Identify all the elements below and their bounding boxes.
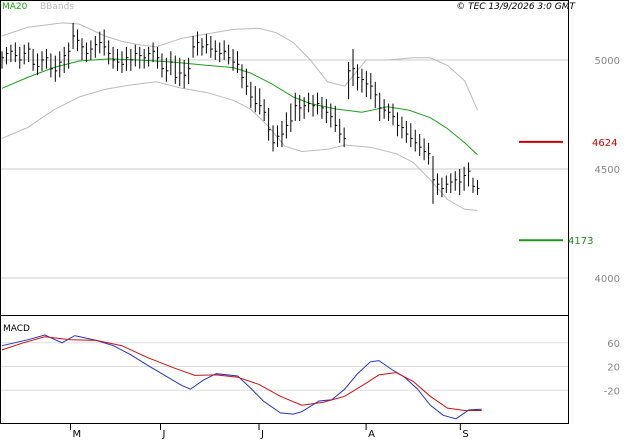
macd-line bbox=[1, 334, 482, 420]
macd-label: MACD bbox=[3, 324, 30, 334]
price-gridlines bbox=[1, 59, 568, 279]
level-label: 4173 bbox=[568, 236, 593, 247]
price-tick-label: 5000 bbox=[595, 56, 620, 67]
signal-line bbox=[1, 336, 482, 411]
bollinger-bands bbox=[1, 22, 478, 211]
x-tick-label: S bbox=[462, 429, 468, 440]
price-y-axis: 4000 4500 5000 bbox=[595, 56, 620, 285]
x-tick-label: J bbox=[260, 429, 264, 440]
macd-tick-label: -20 bbox=[604, 386, 620, 397]
level-label: 4624 bbox=[592, 138, 617, 149]
legend-ma20: MA20 bbox=[2, 2, 28, 12]
x-tick-label: A bbox=[368, 429, 375, 440]
bb-upper-line bbox=[1, 22, 478, 111]
price-levels: 4624 4173 bbox=[519, 138, 617, 247]
copyright-text: © TEC 13/9/2026 3:0 GMT bbox=[456, 2, 576, 12]
macd-gridlines bbox=[1, 342, 568, 391]
macd-tick-label: 60 bbox=[607, 339, 620, 350]
bb-lower-line bbox=[1, 81, 478, 211]
macd-panel-frame bbox=[0, 315, 569, 424]
x-tick-label: J bbox=[161, 429, 165, 440]
legend-bbands: BBands bbox=[40, 2, 74, 12]
price-tick-label: 4500 bbox=[595, 165, 620, 176]
ohlc-bars bbox=[1, 22, 480, 204]
macd-tick-label: 20 bbox=[607, 363, 620, 374]
x-tick-label: M bbox=[73, 429, 82, 440]
price-panel-frame bbox=[0, 0, 569, 316]
ma20-line bbox=[1, 58, 478, 156]
macd-y-axis: 60 20 -20 bbox=[604, 339, 620, 398]
price-tick-label: 4000 bbox=[595, 274, 620, 285]
macd-lines bbox=[1, 334, 482, 420]
ma20-line bbox=[1, 58, 478, 156]
